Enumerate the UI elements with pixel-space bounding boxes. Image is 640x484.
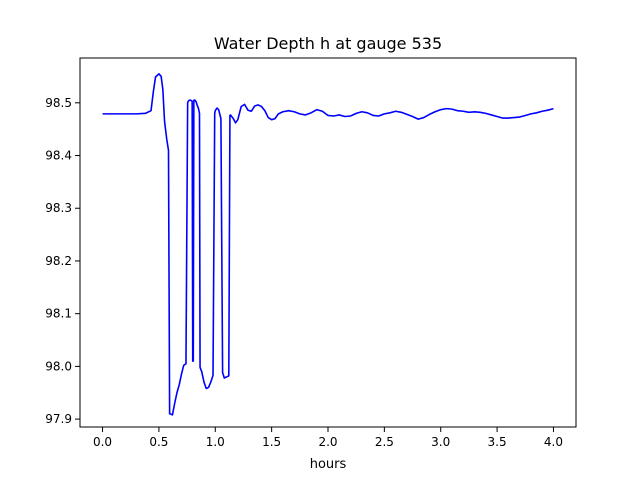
chart-title: Water Depth h at gauge 535 bbox=[214, 34, 442, 53]
y-tick-label: 98.4 bbox=[45, 149, 72, 163]
y-tick-label: 98.1 bbox=[45, 307, 72, 321]
y-axis-ticks: 97.9 98.0 98.1 98.2 98.3 98.4 98.5 bbox=[45, 96, 80, 426]
x-tick-label: 0.5 bbox=[149, 435, 168, 449]
x-axis-ticks: 0.0 0.5 1.0 1.5 2.0 2.5 3.0 3.5 4.0 bbox=[93, 427, 563, 449]
y-tick-label: 98.0 bbox=[45, 359, 72, 373]
y-tick-label: 97.9 bbox=[45, 412, 72, 426]
plot-area-frame bbox=[79, 57, 577, 428]
series-line-water-depth bbox=[102, 73, 554, 416]
y-tick-label: 98.5 bbox=[45, 96, 72, 110]
x-axis-label: hours bbox=[310, 457, 347, 472]
x-tick-label: 1.0 bbox=[206, 435, 225, 449]
x-tick-label: 3.5 bbox=[488, 435, 507, 449]
x-tick-label: 2.5 bbox=[375, 435, 394, 449]
x-tick-label: 4.0 bbox=[544, 435, 563, 449]
y-tick-label: 98.2 bbox=[45, 254, 72, 268]
x-tick-label: 0.0 bbox=[93, 435, 112, 449]
x-tick-label: 3.0 bbox=[431, 435, 450, 449]
y-tick-label: 98.3 bbox=[45, 201, 72, 215]
x-tick-label: 1.5 bbox=[262, 435, 281, 449]
x-tick-label: 2.0 bbox=[318, 435, 337, 449]
